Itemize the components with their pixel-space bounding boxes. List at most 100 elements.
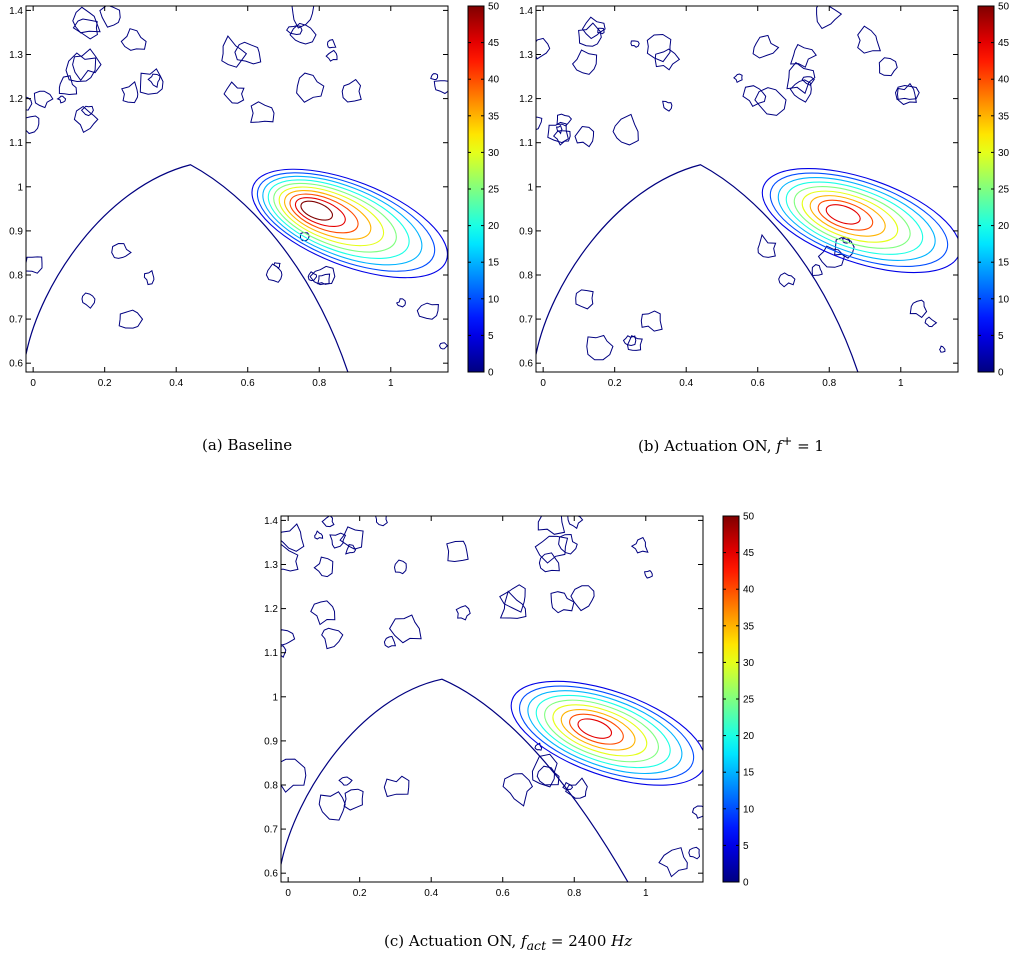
noise-contour — [538, 552, 560, 573]
colorbar-tick-label: 30 — [743, 658, 755, 669]
level-contour — [284, 189, 372, 240]
axes-frame — [280, 515, 704, 883]
caption-baseline: (a) Baseline — [202, 436, 293, 454]
noise-contour — [570, 585, 595, 612]
level-contour — [535, 694, 671, 769]
level-contour — [552, 704, 648, 757]
colorbar-tick-label: 10 — [743, 804, 755, 815]
x-tick-label: 0 — [30, 378, 36, 389]
noise-contour — [537, 516, 566, 535]
level-contour — [801, 190, 899, 243]
noise-contour — [99, 6, 121, 28]
noise-contour — [752, 34, 780, 59]
level-contour — [785, 181, 924, 255]
level-contour — [256, 172, 436, 272]
colorbar-tick-label: 20 — [998, 221, 1010, 232]
level-contour — [560, 708, 636, 751]
contour-svg: 0 0.2 0.4 0.6 0.8 1 0.6 0.7 0.8 0.9 1 1.1 1.2 1.3 1.4 0… — [264, 512, 755, 900]
noise-contour — [58, 75, 78, 96]
noise-contour — [654, 48, 681, 71]
noise-contour — [896, 82, 917, 106]
colorbar-tick-label: 30 — [998, 148, 1010, 159]
x-tick-label: 0.4 — [424, 888, 438, 899]
noise-contour — [72, 48, 102, 82]
x-tick-label: 0 — [285, 888, 291, 899]
y-tick-label: 1.2 — [264, 604, 278, 615]
noise-contour — [326, 39, 337, 49]
noise-contour — [630, 40, 640, 48]
colorbar-tick-label: 5 — [488, 331, 494, 342]
y-tick-label: 0.9 — [9, 226, 23, 237]
colorbar-tick-label: 45 — [743, 548, 755, 559]
colorbar-tick-label: 0 — [743, 878, 749, 889]
contour-plot-actuation-fact: 0 0.2 0.4 0.6 0.8 1 0.6 0.7 0.8 0.9 1 1.1 1.2 1.3 1.4 0… — [255, 510, 760, 915]
noise-contour — [534, 535, 569, 564]
noise-contour — [139, 68, 164, 95]
noise-contour — [72, 18, 98, 40]
noise-contour — [536, 765, 560, 786]
noise-contour — [393, 559, 407, 575]
noise-contour — [640, 310, 663, 332]
noise-contour — [786, 61, 816, 95]
noise-contour — [307, 271, 318, 282]
colorbar-tick-label: 5 — [998, 331, 1004, 342]
noise-contour — [343, 788, 364, 811]
colorbar-tick-label: 25 — [488, 185, 500, 196]
noise-contour — [733, 73, 743, 84]
y-tick-label: 1.4 — [519, 6, 533, 17]
noise-contour — [281, 758, 307, 793]
y-tick-label: 0.8 — [519, 270, 533, 281]
contour-svg: 0 0.2 0.4 0.6 0.8 1 0.6 0.7 0.8 0.9 1 1.1 1.2 1.3 1.4 0… — [9, 2, 500, 390]
noise-contour — [622, 335, 637, 347]
contour-svg: 0 0.2 0.4 0.6 0.8 1 0.6 0.7 0.8 0.9 1 1.1 1.2 1.3 1.4 0… — [519, 2, 1010, 390]
y-tick-label: 0.9 — [264, 736, 278, 747]
noise-contour — [325, 49, 338, 62]
noise-contour — [65, 52, 97, 83]
noise-contour — [375, 516, 388, 527]
noise-contour — [531, 753, 558, 788]
level-contour — [761, 167, 958, 274]
contour-plot-baseline: 0 0.2 0.4 0.6 0.8 1 0.6 0.7 0.8 0.9 1 1.1 1.2 1.3 1.4 0… — [0, 0, 505, 405]
noise-contour — [339, 526, 364, 550]
noise-contour — [438, 342, 448, 350]
colorbar-tick-label: 15 — [743, 768, 755, 779]
level-contour — [518, 685, 695, 780]
noise-contour — [147, 73, 161, 88]
noise-contour — [221, 35, 248, 68]
colorbar-tick-label: 50 — [743, 512, 755, 523]
noise-contour — [562, 781, 574, 791]
level-contour — [793, 186, 911, 249]
noise-contour — [646, 33, 672, 63]
noise-contour — [574, 125, 595, 148]
noise-contour — [26, 115, 40, 135]
noise-contour — [120, 28, 147, 51]
x-tick-label: 0.2 — [353, 888, 367, 899]
colorbar-tick-label: 25 — [998, 185, 1010, 196]
noise-contour — [345, 544, 357, 555]
level-contour — [273, 182, 397, 253]
noise-contour — [281, 523, 305, 552]
contour-lines — [26, 6, 448, 372]
noise-contour — [143, 269, 155, 286]
x-tick-label: 1 — [643, 888, 649, 899]
noise-contour — [857, 25, 881, 54]
y-tick-label: 0.6 — [264, 869, 278, 880]
level-contour — [569, 713, 624, 745]
colorbar-tick-label: 20 — [488, 221, 500, 232]
level-contour — [777, 177, 936, 261]
noise-contour — [630, 536, 649, 554]
y-tick-label: 1.1 — [9, 138, 23, 149]
level-contour — [510, 680, 703, 786]
contour-lines — [536, 6, 958, 372]
noise-contour — [80, 105, 94, 117]
level-contour — [262, 175, 423, 266]
noise-contour — [296, 72, 325, 103]
y-tick-label: 1.1 — [519, 138, 533, 149]
noise-contour — [281, 645, 287, 659]
noise-contour — [597, 27, 605, 35]
noise-contour — [581, 16, 606, 40]
noise-contour — [816, 6, 843, 30]
colorbar-tick-label: 15 — [488, 258, 500, 269]
noise-contour — [265, 263, 283, 283]
noise-contour — [299, 231, 310, 242]
